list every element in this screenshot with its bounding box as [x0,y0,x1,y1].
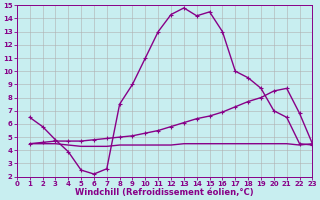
X-axis label: Windchill (Refroidissement éolien,°C): Windchill (Refroidissement éolien,°C) [75,188,254,197]
